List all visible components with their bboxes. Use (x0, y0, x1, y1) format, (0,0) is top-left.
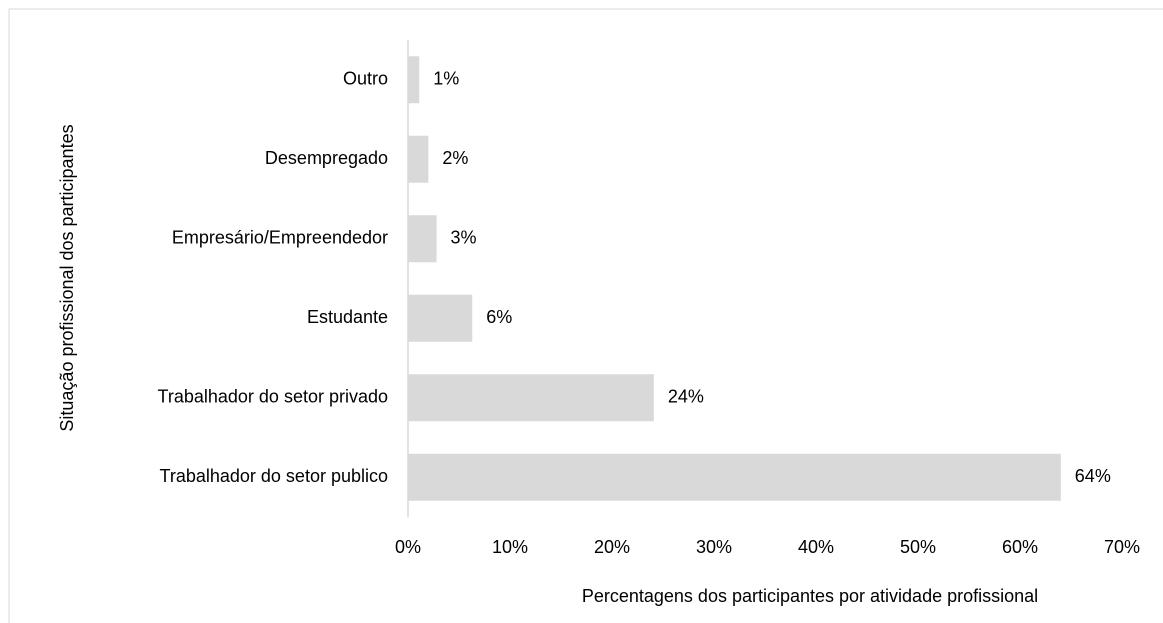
data-label: 6% (486, 307, 512, 327)
data-label: 24% (668, 387, 704, 407)
bar (408, 135, 429, 183)
x-tick-label: 70% (1104, 537, 1140, 557)
bar (408, 453, 1061, 501)
x-tick-label: 40% (798, 537, 834, 557)
y-tick-label: Outro (343, 69, 388, 89)
bar (408, 56, 420, 104)
x-tick-label: 0% (395, 537, 421, 557)
y-tick-label: Empresário/Empreendedor (172, 228, 388, 248)
bar (408, 215, 437, 263)
bar (408, 374, 654, 422)
x-tick-label: 60% (1002, 537, 1038, 557)
x-axis-title: Percentagens dos participantes por ativi… (582, 586, 1038, 606)
y-tick-label: Estudante (307, 307, 388, 327)
y-tick-label: Trabalhador do setor publico (160, 466, 388, 486)
y-tick-label: Trabalhador do setor privado (158, 387, 388, 407)
data-label: 2% (442, 148, 468, 168)
bar (408, 294, 473, 342)
y-axis-title: Situação profissional dos participantes (57, 124, 77, 431)
chart-frame (8, 8, 1163, 623)
x-tick-label: 30% (696, 537, 732, 557)
data-label: 64% (1075, 466, 1111, 486)
x-tick-label: 50% (900, 537, 936, 557)
x-tick-label: 10% (492, 537, 528, 557)
y-tick-label: Desempregado (265, 148, 388, 168)
data-label: 1% (433, 69, 459, 89)
x-tick-label: 20% (594, 537, 630, 557)
data-label: 3% (451, 228, 477, 248)
